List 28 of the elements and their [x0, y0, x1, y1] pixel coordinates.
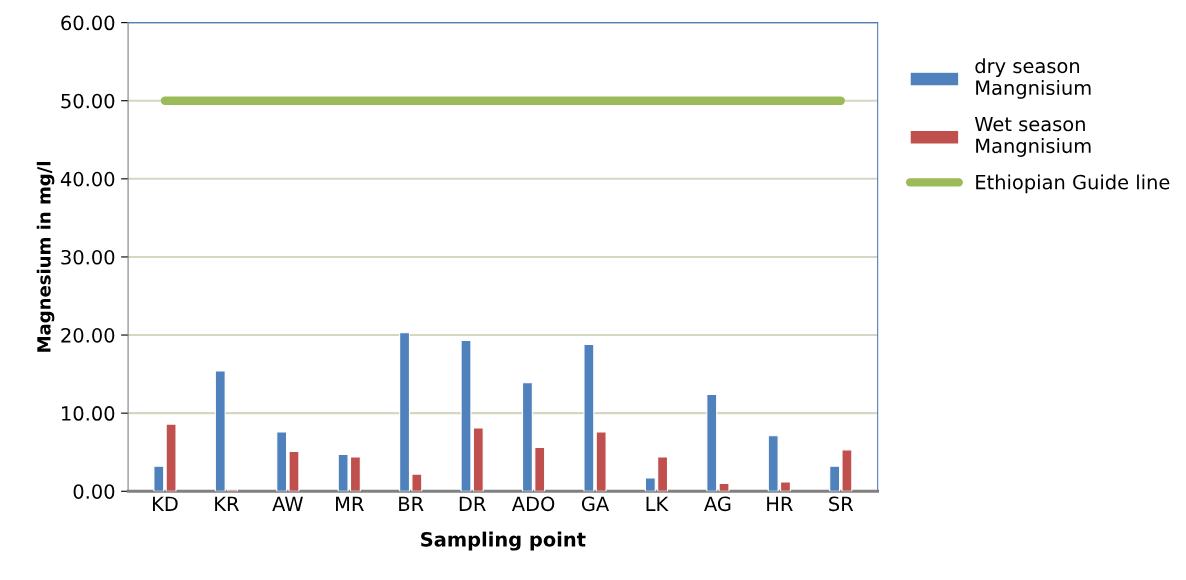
x-tick-label: KR: [215, 496, 239, 511]
bar: [153, 465, 165, 492]
x-tick-label: LK: [646, 496, 669, 511]
x-tick-label: HR: [767, 496, 793, 511]
legend-label: Ethiopian Guide line: [976, 174, 1170, 194]
y-tick-label: 50.00: [61, 93, 115, 109]
x-tick-label: BR: [399, 496, 424, 511]
x-tick-label: ADO: [511, 496, 555, 512]
y-tick-label: 30.00: [61, 249, 115, 265]
bar: [165, 423, 177, 492]
legend-label: dry season Mangnisium: [975, 58, 1091, 99]
x-tick-label: GA: [581, 496, 610, 512]
x-tick-label: DR: [459, 496, 486, 511]
x-tick-label: KD: [153, 496, 178, 511]
y-axis-title: Magnesium in mg/l: [36, 162, 55, 352]
legend-label: Wet season Mangnisium: [974, 116, 1091, 157]
x-axis-title: Sampling point: [421, 531, 586, 551]
y-tick-label: 60.00: [61, 15, 115, 31]
y-tick-label: 40.00: [60, 171, 115, 187]
x-tick-label: MR: [336, 496, 364, 511]
y-tick-label: 0.00: [73, 484, 115, 499]
x-tick-label: AG: [704, 496, 731, 512]
y-tick-label: 10.00: [62, 406, 115, 421]
y-tick-label: 20.00: [61, 328, 115, 343]
bar: [583, 343, 595, 492]
x-tick-label: SR: [829, 496, 854, 512]
x-tick-label: AW: [272, 496, 303, 511]
bar: [595, 431, 607, 492]
